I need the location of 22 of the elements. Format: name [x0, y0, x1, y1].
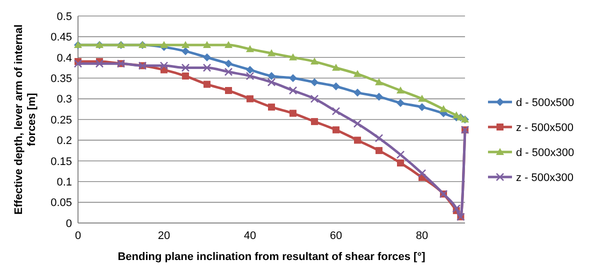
- y-tick-label: 0: [66, 218, 72, 230]
- x-tick-label: 60: [330, 230, 342, 242]
- y-tick-label: 0.35: [50, 72, 72, 85]
- y-tick-label: 0.5: [56, 10, 72, 23]
- y-tick-label: 0.05: [50, 197, 72, 210]
- x-tick-label: 40: [244, 230, 256, 242]
- y-axis-title: Effective depth, lever arm of internal forces [m]: [13, 24, 38, 215]
- legend-label: d - 500x500: [516, 96, 574, 109]
- y-tick-label: 0.2: [56, 135, 72, 148]
- legend-label: d - 500x300: [516, 146, 574, 159]
- legend-label: z - 500x300: [516, 172, 574, 184]
- y-tick-label: 0.4: [56, 52, 72, 64]
- x-tick-label: 0: [74, 230, 82, 242]
- y-tick-label: 0.15: [50, 156, 72, 168]
- y-tick-label: 0.25: [50, 114, 72, 126]
- y-tick-label: 0.1: [56, 176, 72, 188]
- x-tick-label: 20: [158, 230, 170, 242]
- legend-label: z - 500x500: [516, 122, 574, 134]
- x-axis-title: Bending plane inclination from resultant of shear forces [°]: [118, 251, 426, 263]
- x-tick-label: 80: [416, 230, 428, 242]
- y-tick-label: 0.3: [56, 94, 72, 106]
- y-tick-label: 0.45: [50, 32, 72, 44]
